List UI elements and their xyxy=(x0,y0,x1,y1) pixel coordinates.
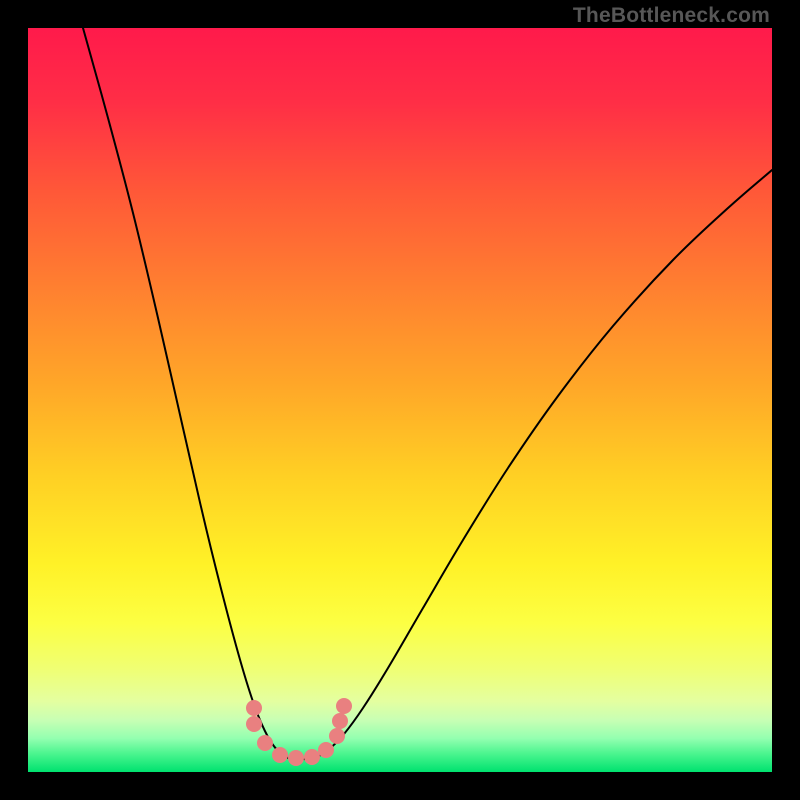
chart-plot-area xyxy=(28,28,772,772)
curve-marker xyxy=(336,698,352,714)
chart-svg xyxy=(28,28,772,772)
curve-marker xyxy=(257,735,273,751)
curve-marker xyxy=(332,713,348,729)
gradient-background xyxy=(28,28,772,772)
curve-marker xyxy=(272,747,288,763)
chart-frame: TheBottleneck.com xyxy=(0,0,800,800)
curve-marker xyxy=(304,749,320,765)
curve-marker xyxy=(288,750,304,766)
curve-marker xyxy=(246,716,262,732)
watermark-text: TheBottleneck.com xyxy=(573,4,770,28)
curve-marker xyxy=(246,700,262,716)
curve-marker xyxy=(318,742,334,758)
curve-marker xyxy=(329,728,345,744)
